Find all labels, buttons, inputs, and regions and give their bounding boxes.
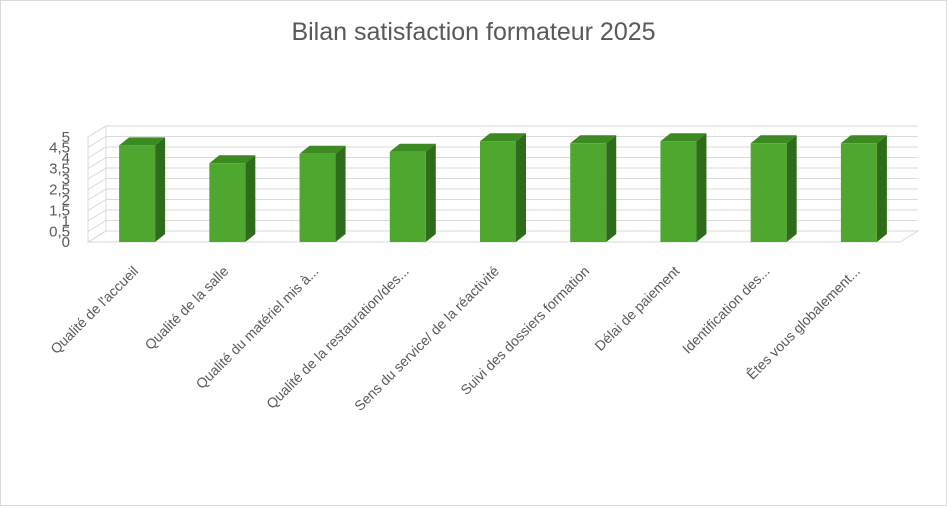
bar-side [335, 145, 346, 242]
bar-top [299, 145, 346, 154]
bar [840, 143, 877, 242]
bar-side [245, 155, 256, 242]
bar-top [480, 133, 526, 142]
x-category-label: Qualité de la salle [141, 263, 231, 353]
y-tick-label: 4,5 [49, 140, 70, 157]
bar-side [876, 135, 887, 242]
bar-side [155, 137, 166, 242]
bar [299, 153, 336, 242]
y-tick-label: 3,5 [49, 161, 70, 178]
y-tick-label: 5 [62, 129, 70, 146]
chart-title: Bilan satisfaction formateur 2025 [291, 18, 656, 46]
y-tick-label: 3 [62, 171, 70, 188]
bar-side [606, 135, 617, 242]
x-category-label: Qualité de l'accueil [47, 263, 141, 357]
y-tick-label: 4 [62, 150, 70, 167]
x-category-label: Qualité de la restauration/des... [263, 263, 412, 412]
y-tick-label: 0,5 [49, 224, 70, 241]
y-tick-label: 2 [62, 192, 70, 209]
bar-top [119, 137, 166, 146]
bar-side [786, 135, 797, 242]
x-category-label: Identification des... [679, 263, 773, 357]
bar [480, 141, 516, 242]
bar-top [570, 135, 617, 144]
bar [119, 145, 156, 242]
bar-top [389, 143, 436, 152]
bar [750, 143, 787, 242]
y-tick-label: 1,5 [49, 203, 70, 220]
y-tick-label: 0 [62, 234, 70, 251]
y-tick-label: 1 [62, 213, 70, 230]
bar [209, 163, 246, 242]
bar-top [209, 155, 256, 164]
bar-side [516, 133, 526, 242]
bar [660, 141, 697, 242]
bar-top [660, 133, 707, 142]
bar [389, 151, 426, 242]
bar-top [750, 135, 797, 144]
bar [570, 143, 607, 242]
y-tick-label: 2,5 [49, 182, 70, 199]
x-category-label: Sens du service/ de la réactivité [351, 263, 502, 414]
bar-side [425, 143, 436, 242]
bar-side [696, 133, 707, 242]
bar-top [840, 135, 887, 144]
x-category-label: Délai de paiement [591, 263, 682, 354]
